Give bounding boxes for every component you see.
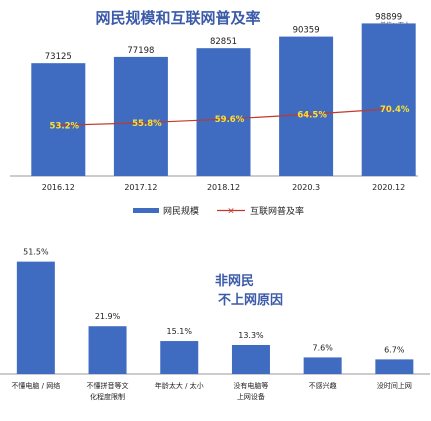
population-bar-label: 90359 — [293, 26, 320, 36]
reason-tick-label: 不懂拼音等文 — [87, 381, 129, 390]
reason-tick-label: 不懂电脑 / 网络 — [11, 381, 60, 390]
population-bar — [113, 56, 168, 176]
rate-label: 55.8% — [132, 119, 162, 129]
legend-swatch-bar — [133, 208, 159, 213]
reason-bar — [160, 341, 199, 374]
population-bar — [31, 63, 86, 176]
legend-label-bar: 网民规模 — [163, 206, 199, 217]
chart-1: 网民规模和互联网普及率 单位：万人 7312577198828519035998… — [10, 9, 418, 217]
rate-marker: × — [220, 115, 228, 125]
chart-1-rate-line: ×53.2% ×55.8% ×59.6% ×64.5%×70.4% — [50, 105, 410, 131]
legend-label-line: 互联网普及率 — [250, 205, 304, 217]
rate-marker: × — [137, 119, 145, 129]
reason-bar-label: 51.5% — [23, 248, 49, 257]
rate-label: 64.5% — [297, 111, 327, 121]
rate-marker: × — [302, 111, 310, 121]
population-bar-label: 98899 — [375, 12, 402, 22]
legend-marker-x: × — [227, 207, 235, 217]
x-tick-label: 2017.12 — [124, 183, 157, 192]
reason-bar — [16, 261, 55, 374]
x-tick-label: 2016.12 — [42, 183, 75, 192]
x-tick-label: 2020.12 — [372, 183, 405, 192]
chart-1-x-ticks: 2016.12 2017.12 2018.12 2020.3 2020.12 — [42, 183, 405, 192]
reason-tick-label: 没时间上网 — [377, 381, 412, 390]
rate-marker: × — [55, 121, 63, 131]
reason-tick-label: 年龄太大 / 太小 — [155, 381, 204, 390]
population-bar — [279, 36, 334, 176]
reason-bar-label: 6.7% — [384, 345, 405, 354]
chart-1-title: 网民规模和互联网普及率 — [95, 9, 260, 27]
chart-2-annotation-line-1: 非网民 — [215, 273, 254, 289]
rate-label: 70.4% — [380, 105, 410, 115]
rate-label: 59.6% — [215, 115, 245, 125]
reason-tick-label: 不感兴趣 — [309, 381, 337, 390]
chart-2-annotation-line-2: 不上网原因 — [218, 293, 283, 308]
chart-2-bars: 51.5% 21.9% 15.1% 13.3% 7.6% 6.7% — [16, 248, 414, 374]
population-bar — [196, 48, 251, 176]
reason-bar — [303, 357, 342, 374]
x-tick-label: 2020.3 — [292, 183, 320, 192]
reason-bar-label: 7.6% — [312, 343, 333, 352]
reason-bar-label: 13.3% — [238, 331, 264, 340]
reason-bar — [231, 344, 270, 374]
rate-marker: × — [385, 105, 393, 115]
chart-2: 51.5%21.9%15.1% 13.3%7.6% 6.7% 不懂电脑 / 网络 不懂… — [0, 248, 430, 401]
reason-tick-label: 化程度限制 — [90, 392, 125, 401]
x-tick-label: 2018.12 — [207, 183, 240, 192]
reason-bar — [375, 359, 414, 374]
population-bar-label: 77198 — [127, 46, 154, 56]
population-bar-label: 73125 — [45, 52, 72, 62]
rate-label: 53.2% — [50, 121, 80, 131]
reason-bar — [88, 326, 127, 374]
reason-tick-label: 上网设备 — [237, 392, 265, 401]
population-bar-label: 82851 — [210, 37, 237, 47]
population-bar — [361, 23, 416, 177]
reason-bar-label: 15.1% — [167, 327, 193, 336]
rate-line — [58, 108, 389, 126]
reason-tick-label: 没有电脑等 — [233, 381, 268, 390]
reason-bar-label: 21.9% — [95, 312, 121, 321]
chart-1-bars: 73125 77198 82851 90359 98899 — [31, 12, 416, 177]
chart-1-legend: 网民规模 × 互联网普及率 — [133, 205, 304, 217]
